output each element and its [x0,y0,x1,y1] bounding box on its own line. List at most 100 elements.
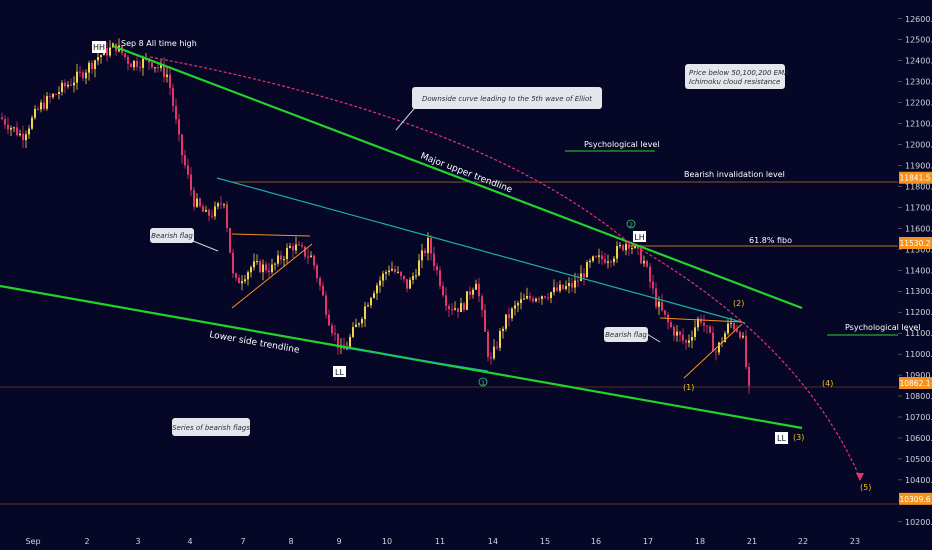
candle-body [619,244,621,246]
candle-body [16,127,18,136]
candle-body [625,244,627,251]
candle-body [391,268,393,271]
y-tick-label: 12100.0 [905,120,932,129]
candle-body [166,74,168,77]
candle-body [724,333,726,343]
candle-body [280,255,282,260]
candle-body [322,285,324,296]
candle-body [559,284,561,291]
candle-body [214,206,216,217]
candle-body [34,108,36,118]
candle-body [433,253,435,267]
candle-body [610,261,612,263]
candle-body [283,259,285,261]
y-tick-label: 10900.0 [905,371,932,380]
candle-body [517,303,519,306]
candle-body [94,60,96,69]
price-badge [899,236,932,249]
candle-body [331,325,333,334]
candle-body [334,333,336,335]
candle-body [289,246,291,248]
price-badge [899,171,932,184]
candle-body [601,255,603,260]
candle-body [370,297,372,306]
candle-body [613,258,615,263]
bearish-flag-1-text: Bearish flag [151,232,193,240]
bearish-flag-2-text: Bearish flag [605,331,647,339]
y-tick-label: 12200.0 [905,99,932,108]
candle-body [67,84,69,87]
candle-body [700,318,702,323]
x-tick-label: 9 [336,537,341,546]
candle-body [412,276,414,280]
candle-body [91,62,93,69]
candle-body [547,297,549,299]
y-tick-label: 11900.0 [905,161,932,170]
candle-body [508,314,510,319]
candle-body [79,71,81,73]
candle-body [490,356,492,359]
flag2-bottom [683,323,743,379]
candle-body [598,255,600,257]
candle-body [532,298,534,302]
candle-body [484,309,486,332]
candle-body [31,117,33,129]
y-tick-label: 12500.0 [905,36,932,45]
candle-body [421,250,423,261]
candle-body [469,291,471,295]
candle-body [10,127,12,130]
candle-body [151,62,153,68]
candle-body [541,296,543,299]
y-tick-label: 10500.0 [905,455,932,464]
candle-body [244,279,246,282]
candle-body [286,247,288,260]
candle-body [379,280,381,286]
candle-body [136,60,138,67]
candle-body [706,325,708,327]
candle-body [409,279,411,289]
candle-body [316,265,318,279]
candle-body [1,117,3,120]
candle-body [631,247,633,249]
candle-body [52,93,54,98]
candle-body [535,298,537,302]
price-badges: 11841.5 11530.2 10862.1 10309.6 [899,171,932,505]
candle-body [463,303,465,310]
candle-body [124,53,126,57]
candle-body [418,260,420,276]
candle-body [520,299,522,304]
candle-body [349,336,351,347]
candle-body [109,47,111,56]
candle-body [190,174,192,191]
candle-body [139,66,141,68]
price-badge [899,377,932,390]
x-tick-label: 8 [288,537,293,546]
flag1-top [231,233,311,237]
callout-bearish-flag-1: Bearish flag [150,228,219,252]
candle-body [142,58,144,68]
candle-body [100,55,102,58]
y-tick-label: 10400.0 [905,476,932,485]
candle-body [394,268,396,272]
candle-body [184,155,186,166]
price-badge [899,492,932,505]
candle-body [13,127,15,129]
candle-body [211,215,213,217]
candle-body [304,246,306,257]
candle-body [445,295,447,306]
candle-body [217,203,219,207]
candle-body [430,237,432,254]
candle-body [73,82,75,86]
candle-body [382,273,384,281]
candle-body [589,260,591,263]
candle-body [256,261,258,263]
candle-body [691,337,693,341]
bearish-invalidation-label: Bearish invalidation level [684,170,785,179]
candle-body [475,283,477,290]
candle-body [736,329,738,332]
callout-downside-curve: Downside curve leading to the 5th wave o… [395,87,602,131]
callout-bearish-flag-2: Bearish flag [604,327,661,343]
candle-body [496,346,498,348]
candle-body [556,287,558,291]
